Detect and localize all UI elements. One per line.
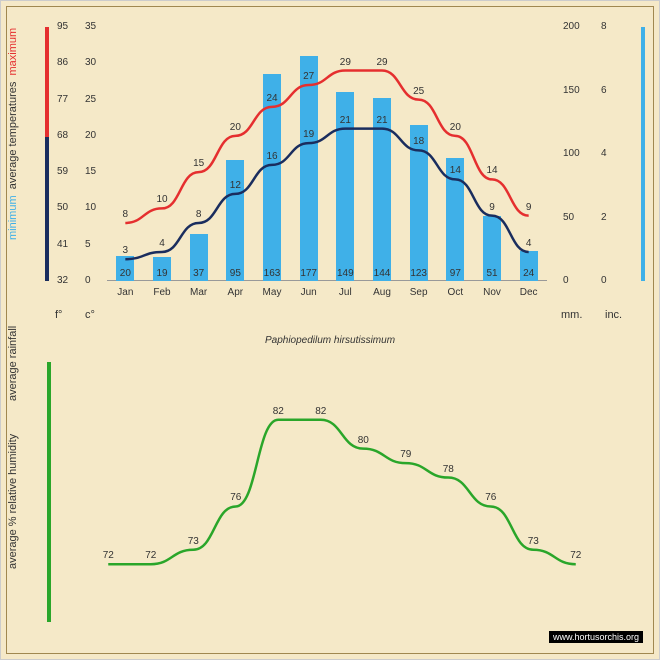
min-temp-value: 4 <box>159 238 165 249</box>
label-avg-temp: average temperatures <box>7 82 19 190</box>
min-temp-value: 12 <box>230 180 241 191</box>
max-temp-value: 29 <box>376 57 387 68</box>
max-temp-value: 8 <box>123 209 129 220</box>
max-temp-value: 29 <box>340 57 351 68</box>
chart-inner: 20Jan19Feb37Mar95Apr163May177Jun149Jul14… <box>6 6 654 654</box>
month-label: Nov <box>483 287 501 298</box>
tick-mm: 200 <box>563 21 580 32</box>
humidity-value: 78 <box>443 464 454 475</box>
unit-f: f° <box>55 309 62 321</box>
max-temp-value: 24 <box>266 93 277 104</box>
tick-inc: 4 <box>601 148 607 159</box>
month-label: May <box>263 287 282 298</box>
max-temp-axis-bar <box>45 27 49 137</box>
min-temp-value: 18 <box>413 136 424 147</box>
tick-f: 68 <box>57 130 68 141</box>
credit-badge: www.hortusorchis.org <box>549 631 643 643</box>
max-temp-value: 27 <box>303 71 314 82</box>
tick-inc: 0 <box>601 275 607 286</box>
humidity-value: 73 <box>188 536 199 547</box>
tick-c: 25 <box>85 94 96 105</box>
humidity-value: 76 <box>485 492 496 503</box>
tick-f: 86 <box>57 57 68 68</box>
tick-c: 30 <box>85 57 96 68</box>
month-label: Mar <box>190 287 207 298</box>
min-temp-value: 9 <box>489 202 495 213</box>
month-label: Oct <box>448 287 464 298</box>
label-minimum: minimum <box>7 195 19 240</box>
humidity-value: 73 <box>528 536 539 547</box>
min-temp-axis-bar <box>45 137 49 281</box>
tick-inc: 6 <box>601 85 607 96</box>
rainfall-axis-bar <box>641 27 645 281</box>
humidity-axis-label: average % relative humidity <box>7 401 19 601</box>
humidity-value: 72 <box>570 550 581 561</box>
tick-c: 0 <box>85 275 91 286</box>
min-temp-value: 4 <box>526 238 532 249</box>
humidity-value: 82 <box>315 406 326 417</box>
unit-mm: mm. <box>561 309 582 321</box>
climate-chart: 20Jan19Feb37Mar95Apr163May177Jun149Jul14… <box>107 27 547 281</box>
tick-c: 35 <box>85 21 96 32</box>
humidity-line <box>87 362 597 622</box>
tick-f: 77 <box>57 94 68 105</box>
species-title: Paphiopedilum hirsutissimum <box>7 335 653 346</box>
tick-c: 5 <box>85 239 91 250</box>
max-temp-value: 9 <box>526 202 532 213</box>
month-label: Aug <box>373 287 391 298</box>
rainfall-axis-label: average rainfall <box>7 261 19 401</box>
tick-f: 95 <box>57 21 68 32</box>
chart-frame: 20Jan19Feb37Mar95Apr163May177Jun149Jul14… <box>0 0 660 660</box>
unit-c: c° <box>85 309 95 321</box>
min-temp-value: 16 <box>266 151 277 162</box>
min-temp-value: 21 <box>340 115 351 126</box>
min-temp-value: 3 <box>123 245 129 256</box>
max-temp-value: 20 <box>230 122 241 133</box>
tick-c: 15 <box>85 166 96 177</box>
min-temp-value: 14 <box>450 165 461 176</box>
month-label: Sep <box>410 287 428 298</box>
tick-f: 41 <box>57 239 68 250</box>
tick-f: 50 <box>57 202 68 213</box>
min-temp-value: 8 <box>196 209 202 220</box>
max-temp-value: 15 <box>193 158 204 169</box>
max-temp-value: 25 <box>413 86 424 97</box>
label-maximum: maximum <box>7 28 19 76</box>
max-temp-value: 14 <box>486 165 497 176</box>
humidity-chart: 72 72 73 76 82 82 80 79 78 76 73 72 <box>87 362 597 622</box>
month-label: Jul <box>339 287 352 298</box>
min-temp-value: 21 <box>376 115 387 126</box>
tick-c: 10 <box>85 202 96 213</box>
temp-axis-label: minimum average temperatures maximum <box>7 7 19 261</box>
tick-inc: 8 <box>601 21 607 32</box>
humidity-value: 79 <box>400 449 411 460</box>
month-label: Apr <box>228 287 244 298</box>
humidity-value: 82 <box>273 406 284 417</box>
tick-mm: 50 <box>563 212 574 223</box>
tick-mm: 100 <box>563 148 580 159</box>
tick-mm: 0 <box>563 275 569 286</box>
month-label: Jan <box>117 287 133 298</box>
month-label: Jun <box>301 287 317 298</box>
tick-mm: 150 <box>563 85 580 96</box>
humidity-value: 80 <box>358 435 369 446</box>
max-temp-value: 10 <box>156 194 167 205</box>
max-temp-value: 20 <box>450 122 461 133</box>
unit-inc: inc. <box>605 309 622 321</box>
humidity-value: 72 <box>145 550 156 561</box>
month-label: Feb <box>153 287 170 298</box>
humidity-value: 72 <box>103 550 114 561</box>
tick-c: 20 <box>85 130 96 141</box>
tick-f: 32 <box>57 275 68 286</box>
temp-lines <box>107 27 547 281</box>
tick-inc: 2 <box>601 212 607 223</box>
min-temp-value: 19 <box>303 129 314 140</box>
month-label: Dec <box>520 287 538 298</box>
tick-f: 59 <box>57 166 68 177</box>
humidity-axis-bar <box>47 362 51 622</box>
humidity-value: 76 <box>230 492 241 503</box>
